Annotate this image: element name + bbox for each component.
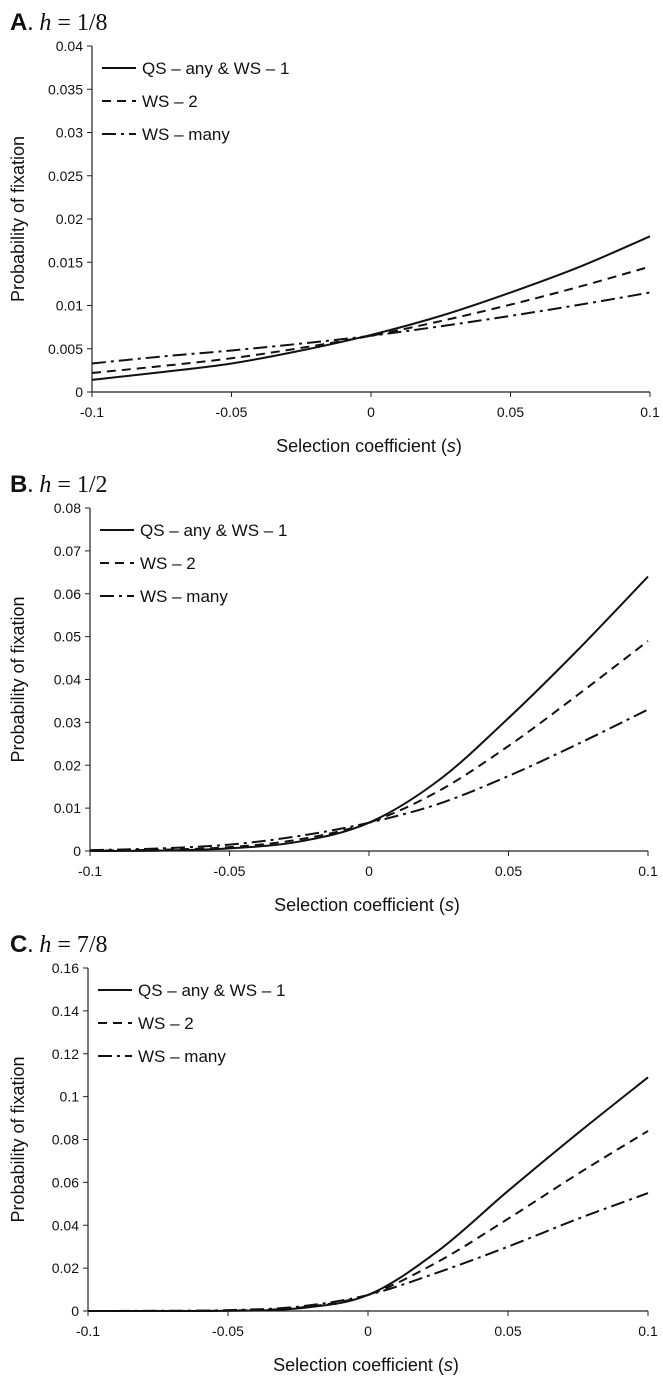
y-tick-label: 0.1 <box>60 1089 80 1105</box>
x-axis-label-variable: s <box>445 895 454 915</box>
x-axis-label-text: Selection coefficient <box>276 436 436 456</box>
y-tick-label: 0 <box>71 1303 79 1319</box>
series-line-solid <box>87 1076 649 1313</box>
panel-title-dot: . <box>27 472 39 498</box>
y-tick-label: 0.14 <box>52 1003 79 1019</box>
panel-title-variable: h <box>39 10 51 36</box>
panel-title-dot: . <box>27 932 39 958</box>
y-tick-label: 0.025 <box>48 168 83 184</box>
panel-title: A. h = 1/8 <box>10 9 108 36</box>
x-tick-label: -0.05 <box>212 1323 244 1339</box>
panel-letter: C <box>10 931 27 958</box>
x-tick-label: -0.1 <box>76 1323 100 1339</box>
y-tick-label: 0.08 <box>52 1132 79 1148</box>
legend-label: WS – many <box>138 1047 226 1066</box>
x-tick-label: 0.05 <box>494 1323 521 1339</box>
y-tick-label: 0.16 <box>52 960 79 976</box>
y-tick-label: 0.015 <box>48 254 83 270</box>
y-tick-label: 0.06 <box>54 586 81 602</box>
y-axis-label: Probability of fixation <box>8 596 28 762</box>
x-tick-label: 0.1 <box>638 1323 658 1339</box>
x-axis-label-paren: ( <box>434 895 445 915</box>
panel-title-value: = 7/8 <box>51 932 107 958</box>
y-tick-label: 0.03 <box>56 125 83 141</box>
series-line-dashdot <box>89 708 649 852</box>
series-line-dashdot <box>91 291 651 365</box>
y-tick-label: 0 <box>73 843 81 859</box>
x-axis-label-paren: ( <box>436 436 447 456</box>
y-tick-label: 0.06 <box>52 1174 79 1190</box>
x-axis-label: Selection coefficient (s) <box>276 436 462 456</box>
y-tick-label: 0.04 <box>54 672 81 688</box>
y-axis-label: Probability of fixation <box>8 136 28 302</box>
y-tick-label: 0.01 <box>56 298 83 314</box>
x-tick-label: -0.1 <box>78 863 102 879</box>
chart-panel-c: C. h = 7/8 0 0.02 0.04 0.06 0.08 0.1 0.12 0.14 0.… <box>8 931 658 1375</box>
y-axis-label: Probability of fixation <box>8 1056 28 1222</box>
x-axis-label-variable: s <box>444 1355 453 1375</box>
panel-title-value: = 1/8 <box>51 10 107 36</box>
legend-label: WS – 2 <box>138 1014 194 1033</box>
x-tick-label: 0 <box>365 863 373 879</box>
y-tick-label: 0.02 <box>54 757 81 773</box>
x-tick-label: 0.05 <box>495 863 522 879</box>
x-axis-label-variable: s <box>447 436 456 456</box>
panel-title-variable: h <box>39 472 51 498</box>
x-tick-label: 0.1 <box>640 404 660 420</box>
y-tick-label: 0.005 <box>48 341 83 357</box>
series-line-dashed <box>89 640 649 852</box>
series-line-solid <box>91 235 651 381</box>
x-axis-label: Selection coefficient (s) <box>273 1355 459 1375</box>
panel-title-variable: h <box>39 932 51 958</box>
series-line-dashed <box>87 1130 649 1313</box>
y-tick-label: 0.07 <box>54 543 81 559</box>
x-axis-label-paren-close: ) <box>453 1355 459 1375</box>
legend-label: WS – many <box>142 125 230 144</box>
legend-label: WS – many <box>140 587 228 606</box>
legend-label: WS – 2 <box>140 554 196 573</box>
x-tick-label: -0.05 <box>214 863 246 879</box>
x-tick-label: 0 <box>364 1323 372 1339</box>
series-line-dashed <box>91 265 651 374</box>
x-axis-label-paren-close: ) <box>454 895 460 915</box>
series-line-dashdot <box>87 1192 649 1312</box>
panel-title-value: = 1/2 <box>51 472 107 498</box>
y-tick-label: 0.02 <box>56 211 83 227</box>
y-tick-label: 0.04 <box>52 1217 79 1233</box>
x-tick-label: 0 <box>367 404 375 420</box>
chart-panel-b: B. h = 1/2 0 0.01 0.02 0.03 0.04 0.05 0.06 0.07 0… <box>8 471 658 915</box>
x-axis-label-paren: ( <box>433 1355 444 1375</box>
legend-label: QS – any & WS – 1 <box>138 981 285 1000</box>
y-tick-label: 0.035 <box>48 81 83 97</box>
y-tick-label: 0.12 <box>52 1046 79 1062</box>
y-tick-label: 0.03 <box>54 714 81 730</box>
y-tick-label: 0.08 <box>54 500 81 516</box>
x-tick-label: -0.1 <box>80 404 104 420</box>
chart-panel-a: A. h = 1/8 0 0.005 0.01 0.015 0.02 0.025 0.03 0.… <box>8 9 660 456</box>
x-axis-label-text: Selection coefficient <box>274 895 434 915</box>
x-tick-label: 0.05 <box>497 404 524 420</box>
x-axis-label-text: Selection coefficient <box>273 1355 433 1375</box>
y-tick-label: 0.01 <box>54 800 81 816</box>
legend-label: QS – any & WS – 1 <box>140 521 287 540</box>
x-tick-label: -0.05 <box>216 404 248 420</box>
x-axis-label-paren-close: ) <box>456 436 462 456</box>
y-tick-label: 0.02 <box>52 1260 79 1276</box>
panel-title-dot: . <box>27 10 39 36</box>
panel-letter: A <box>10 9 27 36</box>
panel-title: C. h = 7/8 <box>10 931 108 958</box>
x-axis-label: Selection coefficient (s) <box>274 895 460 915</box>
x-tick-label: 0.1 <box>638 863 658 879</box>
panel-letter: B <box>10 471 27 498</box>
panel-title: B. h = 1/2 <box>10 471 108 498</box>
y-tick-label: 0.04 <box>56 38 83 54</box>
legend-label: QS – any & WS – 1 <box>142 59 289 78</box>
y-tick-label: 0 <box>75 384 83 400</box>
legend-label: WS – 2 <box>142 92 198 111</box>
y-tick-label: 0.05 <box>54 629 81 645</box>
series-line-solid <box>89 575 649 852</box>
